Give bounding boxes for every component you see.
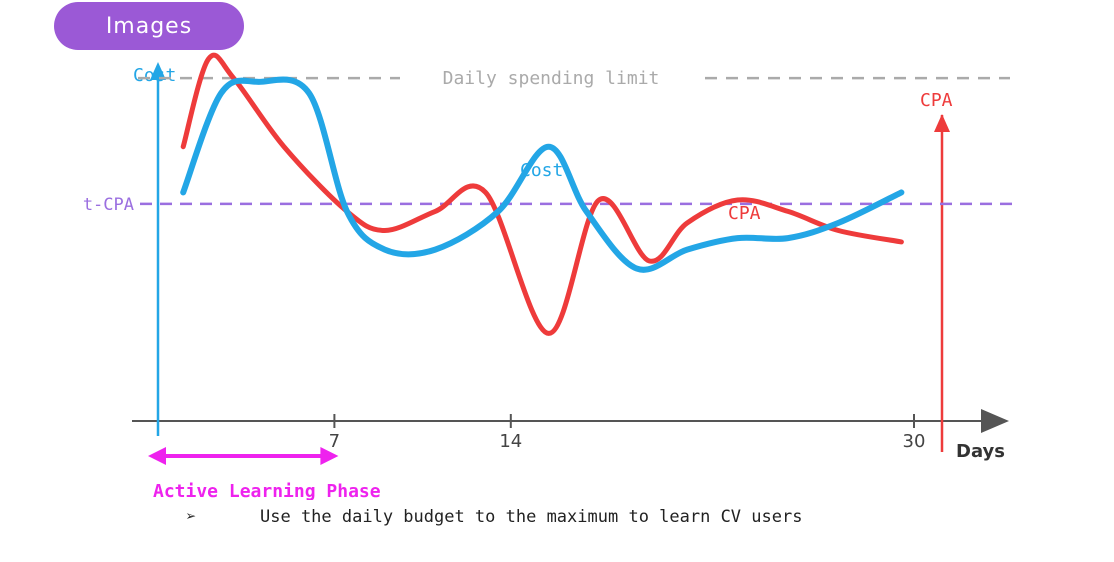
caption: ➢ Use the daily budget to the maximum to … — [186, 507, 802, 527]
active-learning-phase-label: Active Learning Phase — [153, 481, 381, 500]
images-tag: Images — [54, 2, 244, 50]
x-tick-label: 7 — [329, 431, 340, 452]
x-ticks: 7 14 30 — [329, 414, 926, 452]
cost-series-line — [180, 76, 905, 273]
cpa-series-line — [180, 52, 904, 336]
t-cpa-label: t-CPA — [83, 195, 134, 215]
y-axis-left-arrowhead — [150, 62, 166, 80]
x-tick-label: 30 — [903, 431, 926, 452]
phase-arrowhead-right — [320, 447, 339, 465]
bullet-arrow-icon: ➢ — [186, 507, 197, 527]
phase-arrowhead-left — [148, 447, 166, 465]
cost-cpa-chart: Cost CPA Days 7 14 30 Daily spending limit… — [83, 52, 1020, 500]
cpa-series-annotation: CPA — [728, 203, 761, 224]
x-axis-label: Days — [956, 441, 1005, 462]
x-tick-label: 14 — [499, 431, 522, 452]
cost-series-annotation: Cost — [520, 160, 563, 181]
y-axis-right-arrowhead — [934, 114, 950, 132]
caption-text: Use the daily budget to the maximum to l… — [260, 507, 803, 527]
y-axis-left-label: Cost — [133, 65, 176, 86]
daily-limit-label: Daily spending limit — [443, 68, 660, 89]
y-axis-right-label: CPA — [920, 90, 953, 111]
images-tag-label: Images — [105, 13, 193, 39]
